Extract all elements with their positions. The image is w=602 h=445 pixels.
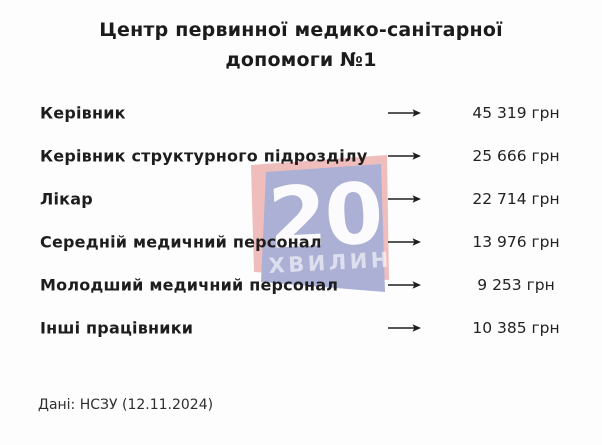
data-source: Дані: НСЗУ (12.11.2024)	[38, 397, 214, 413]
list-item: Молодший медичний персонал 9 253 грн	[0, 263, 602, 306]
page-title: Центр первинної медико-санітарної допомо…	[99, 19, 503, 71]
position-label: Лікар	[40, 189, 93, 208]
salary-value: 13 976 грн	[472, 232, 560, 251]
salary-value: 22 714 грн	[472, 189, 560, 208]
arrow-right-icon	[388, 194, 421, 203]
watermark-number: 20	[266, 164, 384, 268]
salary-list: Керівник 45 319 грн Керівник структурног…	[0, 91, 602, 349]
list-item: Лікар 22 714 грн	[0, 177, 602, 220]
arrow-right-icon	[388, 108, 421, 117]
salary-value: 10 385 грн	[472, 318, 560, 337]
salary-value: 25 666 грн	[472, 146, 560, 165]
arrow-right-icon	[388, 151, 421, 160]
list-item: Інші працівники 10 385 грн	[0, 306, 602, 349]
position-label: Керівник	[40, 103, 126, 122]
list-item: Керівник структурного підрозділу 25 666 …	[0, 134, 602, 177]
arrow-right-icon	[388, 323, 421, 332]
list-item: Середній медичний персонал 13 976 грн	[0, 220, 602, 263]
salary-value: 9 253 грн	[477, 275, 555, 294]
position-label: Інші працівники	[40, 318, 194, 337]
arrow-right-icon	[388, 237, 421, 246]
watermark-logo: 20 ХВИЛИН	[251, 155, 392, 292]
position-label: Середній медичний персонал	[40, 232, 322, 251]
list-item: Керівник 45 319 грн	[0, 91, 602, 134]
position-label: Молодший медичний персонал	[40, 275, 339, 294]
arrow-right-icon	[388, 280, 421, 289]
watermark-square	[261, 164, 385, 292]
salary-value: 45 319 грн	[472, 103, 560, 122]
position-label: Керівник структурного підрозділу	[40, 146, 368, 165]
